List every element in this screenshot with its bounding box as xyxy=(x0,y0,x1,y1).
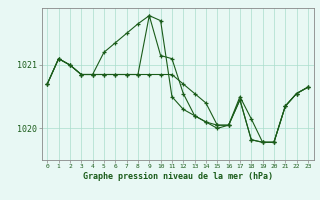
X-axis label: Graphe pression niveau de la mer (hPa): Graphe pression niveau de la mer (hPa) xyxy=(83,172,273,181)
